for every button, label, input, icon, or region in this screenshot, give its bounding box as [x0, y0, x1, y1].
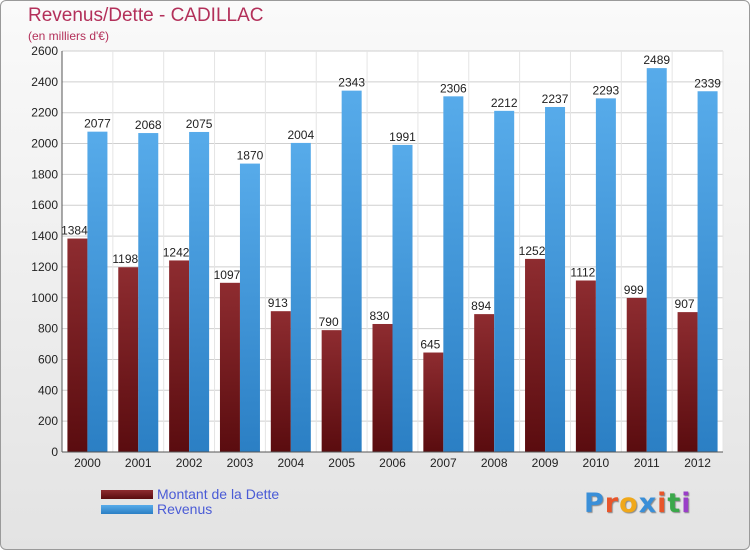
logo-letter: r [604, 488, 620, 519]
x-tick-label: 2003 [227, 456, 254, 470]
y-tick-label: 2200 [31, 106, 58, 120]
bar-dette [626, 297, 647, 452]
value-label-dette: 894 [471, 299, 491, 313]
value-label-dette: 1097 [214, 268, 241, 282]
x-tick-label: 2002 [176, 456, 203, 470]
x-tick-label: 2009 [532, 456, 559, 470]
value-label-revenus: 1991 [389, 130, 416, 144]
x-tick-label: 2010 [583, 456, 610, 470]
logo-letter: P [584, 488, 605, 519]
value-label-revenus: 2489 [643, 53, 670, 67]
bar-dette [423, 352, 444, 452]
bar-dette [169, 260, 190, 452]
bar-dette [219, 282, 240, 452]
y-tick-label: 400 [38, 383, 58, 397]
bar-revenus [290, 142, 311, 452]
bar-revenus [138, 133, 159, 452]
value-label-revenus: 2293 [593, 83, 620, 97]
logo-letter: t [667, 488, 682, 519]
y-tick-label: 1000 [31, 291, 58, 305]
bar-revenus [341, 90, 362, 453]
logo-letter: i [681, 488, 692, 519]
legend-swatch-dette [101, 490, 153, 499]
value-label-dette: 790 [319, 315, 339, 329]
bar-dette [67, 238, 88, 452]
value-label-revenus: 2068 [135, 118, 162, 132]
x-tick-label: 2007 [430, 456, 457, 470]
x-tick-label: 2001 [125, 456, 152, 470]
bar-dette [525, 258, 546, 452]
value-label-dette: 1252 [519, 244, 546, 258]
x-tick-label: 2004 [277, 456, 304, 470]
value-label-dette: 1198 [112, 252, 138, 266]
x-tick-label: 2006 [379, 456, 406, 470]
bar-dette [677, 312, 698, 452]
value-label-revenus: 2212 [491, 96, 518, 110]
bar-revenus [595, 98, 616, 452]
chart-title: Revenus/Dette - CADILLAC [28, 5, 264, 26]
y-tick-label: 2400 [31, 75, 58, 89]
bar-revenus [545, 106, 566, 452]
y-tick-label: 2000 [31, 137, 58, 151]
value-label-dette: 830 [369, 309, 389, 323]
value-label-revenus: 2004 [287, 128, 314, 142]
x-tick-label: 2012 [684, 456, 711, 470]
bar-dette [118, 267, 139, 452]
proxiti-logo: Proxiti [584, 488, 692, 519]
bar-dette [321, 330, 342, 452]
y-tick-label: 1600 [31, 198, 58, 212]
value-label-dette: 913 [268, 296, 288, 310]
bar-dette [270, 311, 291, 452]
y-tick-label: 200 [38, 414, 58, 428]
value-label-revenus: 2077 [84, 117, 111, 131]
value-label-dette: 999 [624, 283, 644, 297]
bar-revenus [697, 91, 718, 452]
bar-dette [372, 323, 393, 452]
bar-revenus [443, 96, 464, 453]
bar-revenus [392, 144, 413, 452]
bar-dette [474, 314, 495, 452]
y-tick-label: 1400 [31, 229, 58, 243]
logo-letter: i [657, 488, 668, 519]
value-label-dette: 1384 [61, 224, 88, 238]
bar-dette [575, 280, 596, 452]
bar-revenus [646, 68, 667, 452]
x-tick-label: 2011 [634, 456, 660, 470]
value-label-revenus: 2075 [186, 117, 213, 131]
value-label-revenus: 1870 [237, 149, 264, 163]
value-label-revenus: 2237 [542, 92, 569, 106]
bar-revenus [189, 131, 210, 452]
value-label-dette: 907 [675, 297, 695, 311]
logo-letter: o [619, 488, 639, 519]
bar-revenus [87, 131, 108, 452]
bar-revenus [239, 163, 260, 453]
y-tick-label: 1200 [31, 260, 58, 274]
x-tick-label: 2008 [481, 456, 508, 470]
legend-swatch-revenus [101, 505, 153, 514]
value-label-dette: 645 [420, 338, 440, 352]
logo-letter: x [638, 488, 658, 519]
y-tick-label: 600 [38, 352, 58, 366]
x-tick-label: 2000 [74, 456, 101, 470]
y-tick-label: 0 [51, 445, 58, 459]
value-label-dette: 1242 [163, 245, 190, 259]
y-tick-label: 2600 [31, 44, 58, 58]
bar-revenus [494, 110, 515, 452]
legend-label-dette: Montant de la Dette [157, 486, 280, 502]
x-tick-label: 2005 [328, 456, 355, 470]
value-label-revenus: 2339 [694, 76, 721, 90]
y-tick-label: 1800 [31, 167, 58, 181]
value-label-revenus: 2343 [338, 76, 365, 90]
legend-label-revenus: Revenus [157, 501, 213, 517]
value-label-revenus: 2306 [440, 81, 467, 95]
chart-subtitle: (en milliers d'€) [28, 29, 109, 43]
y-tick-label: 800 [38, 322, 58, 336]
value-label-dette: 1112 [570, 265, 595, 279]
